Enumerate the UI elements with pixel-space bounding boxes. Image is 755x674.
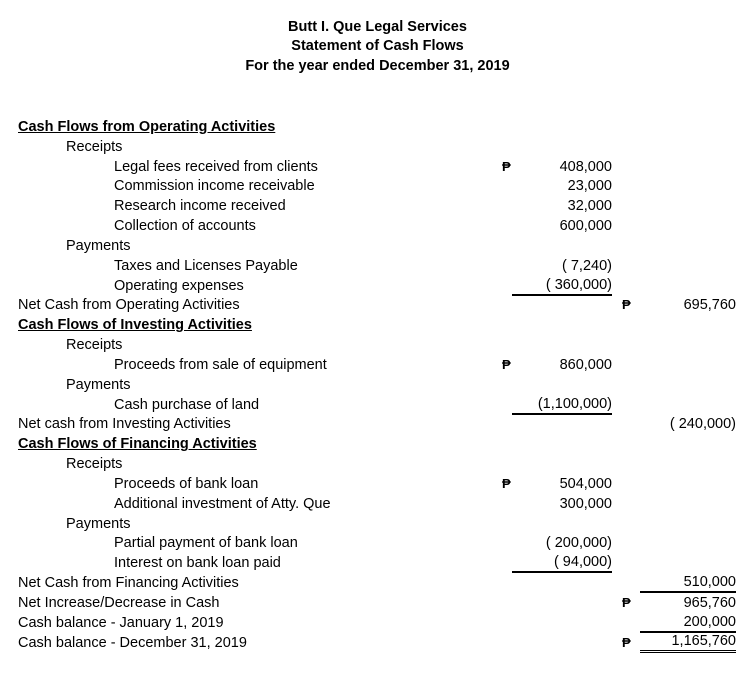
line-item-label: Taxes and Licenses Payable bbox=[114, 257, 298, 274]
company-name: Butt I. Que Legal Services bbox=[288, 19, 467, 35]
statement-period: For the year ended December 31, 2019 bbox=[245, 58, 510, 74]
total-amount: 695,760 bbox=[683, 297, 736, 314]
statement-row: Cash balance - December 31, 2019 ₱ 1,165,7… bbox=[0, 633, 755, 653]
line-item-label: Cash balance - January 1, 2019 bbox=[18, 614, 224, 631]
section-heading-row: Cash Flows from Operating Activities bbox=[0, 117, 755, 137]
statement-row: Cash purchase of land (1,100,000) bbox=[0, 395, 755, 415]
line-item-label: Legal fees received from clients bbox=[114, 158, 318, 175]
line-item-label: Net Increase/Decrease in Cash bbox=[18, 594, 220, 611]
line-item-label: Commission income receivable bbox=[114, 178, 315, 195]
statement-row: Payments bbox=[0, 375, 755, 395]
detail-amount: 504,000 bbox=[559, 475, 612, 492]
statement-row: Payments bbox=[0, 236, 755, 256]
peso-sign-icon: ₱ bbox=[622, 634, 631, 650]
statement-row: Proceeds from sale of equipment ₱ 860,000 bbox=[0, 355, 755, 375]
statement-row: Payments bbox=[0, 514, 755, 534]
line-item-label: Payments bbox=[66, 376, 131, 393]
line-item-label: Research income received bbox=[114, 198, 286, 215]
line-item-label: Operating expenses bbox=[114, 277, 244, 294]
section-heading-row: Cash Flows of Investing Activities bbox=[0, 315, 755, 335]
peso-sign-icon: ₱ bbox=[622, 594, 631, 610]
statement-row: Receipts bbox=[0, 454, 755, 474]
detail-amount: 860,000 bbox=[559, 356, 612, 373]
statement-row: Legal fees received from clients ₱ 408,000 bbox=[0, 157, 755, 177]
line-item-label: Cash balance - December 31, 2019 bbox=[18, 634, 247, 651]
peso-sign-icon: ₱ bbox=[622, 297, 631, 313]
line-item-label: Payments bbox=[66, 515, 131, 532]
line-item-label: Additional investment of Atty. Que bbox=[114, 495, 331, 512]
statement-row: Receipts bbox=[0, 335, 755, 355]
statement-row: Partial payment of bank loan ( 200,000) bbox=[0, 533, 755, 553]
total-amount: ( 240,000) bbox=[669, 416, 736, 433]
statement-row: Net Increase/Decrease in Cash ₱ 965,760 bbox=[0, 593, 755, 613]
detail-amount: 300,000 bbox=[559, 495, 612, 512]
statement-row: Commission income receivable 23,000 bbox=[0, 176, 755, 196]
line-item-label: Proceeds of bank loan bbox=[114, 475, 259, 492]
total-amount: 510,000 bbox=[640, 573, 736, 594]
line-item-label: Payments bbox=[66, 237, 131, 254]
statement-row: Additional investment of Atty. Que 300,00… bbox=[0, 494, 755, 514]
detail-amount: 600,000 bbox=[559, 218, 612, 235]
total-amount: 200,000 bbox=[640, 613, 736, 633]
statement-row: Research income received 32,000 bbox=[0, 196, 755, 216]
detail-amount: 23,000 bbox=[567, 178, 612, 195]
statement-row: Net Cash from Operating Activities ₱ 695,7… bbox=[0, 295, 755, 315]
line-item-label: Collection of accounts bbox=[114, 218, 256, 235]
line-item-label: Net Cash from Operating Activities bbox=[18, 297, 240, 314]
total-amount: 1,165,760 bbox=[640, 633, 736, 653]
statement-row: Operating expenses ( 360,000) bbox=[0, 276, 755, 296]
line-item-label: Receipts bbox=[66, 138, 123, 155]
line-item-label: Receipts bbox=[66, 456, 123, 473]
statement-row: Proceeds of bank loan ₱ 504,000 bbox=[0, 474, 755, 494]
detail-amount: ( 94,000) bbox=[512, 553, 612, 574]
line-item-label: Proceeds from sale of equipment bbox=[114, 356, 327, 373]
statement-row: Collection of accounts 600,000 bbox=[0, 216, 755, 236]
detail-amount: 32,000 bbox=[567, 198, 612, 215]
peso-sign-icon: ₱ bbox=[502, 356, 511, 372]
line-item-label: Cash purchase of land bbox=[114, 396, 260, 413]
statement-row: Cash balance - January 1, 2019 200,000 bbox=[0, 613, 755, 633]
line-item-label: Interest on bank loan paid bbox=[114, 555, 281, 572]
statement-row: Receipts bbox=[0, 137, 755, 157]
statement-row: Interest on bank loan paid ( 94,000) bbox=[0, 553, 755, 574]
line-item-label: Net Cash from Financing Activities bbox=[18, 575, 239, 592]
detail-amount: 408,000 bbox=[559, 158, 612, 175]
section-heading: Cash Flows of Financing Activities bbox=[18, 436, 257, 453]
statement-row: Net Cash from Financing Activities 510,00… bbox=[0, 573, 755, 594]
detail-amount: ( 360,000) bbox=[512, 276, 612, 296]
section-heading-row: Cash Flows of Financing Activities bbox=[0, 434, 755, 454]
peso-sign-icon: ₱ bbox=[502, 158, 511, 174]
detail-amount: (1,100,000) bbox=[512, 395, 612, 415]
statement-title: Statement of Cash Flows bbox=[291, 38, 464, 54]
line-item-label: Net cash from Investing Activities bbox=[18, 416, 231, 433]
section-heading: Cash Flows from Operating Activities bbox=[18, 119, 276, 135]
detail-amount: ( 200,000) bbox=[545, 535, 612, 552]
section-heading: Cash Flows of Investing Activities bbox=[18, 317, 252, 334]
peso-sign-icon: ₱ bbox=[502, 475, 511, 491]
total-amount: 965,760 bbox=[683, 594, 736, 611]
line-item-label: Receipts bbox=[66, 337, 123, 354]
statement-row: Taxes and Licenses Payable ( 7,240) bbox=[0, 256, 755, 276]
statement-row: Net cash from Investing Activities ( 240,… bbox=[0, 414, 755, 434]
detail-amount: ( 7,240) bbox=[562, 257, 612, 274]
line-item-label: Partial payment of bank loan bbox=[114, 535, 298, 552]
